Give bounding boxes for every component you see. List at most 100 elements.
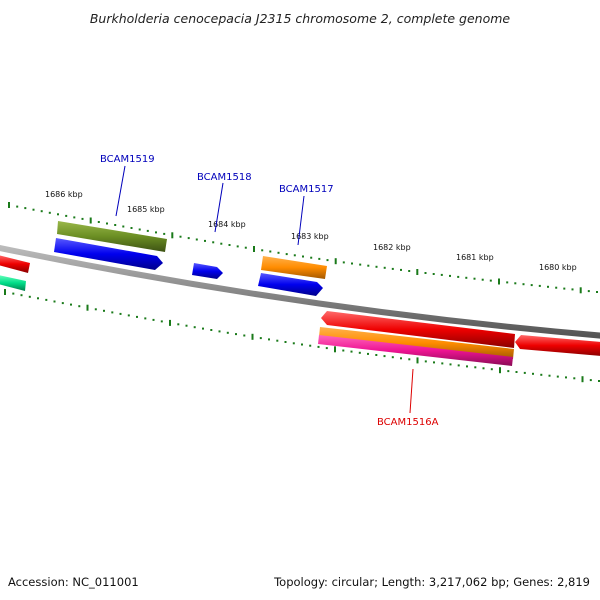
outer-ruler-tick: [106, 222, 108, 225]
gene-red-right-edge[interactable]: [515, 335, 600, 356]
inner-ruler-tick: [375, 354, 378, 356]
inner-ruler-tick: [276, 339, 279, 342]
callout-line-bcam1517: [297, 195, 305, 246]
inner-ruler-tick: [449, 363, 452, 366]
inner-ruler-tick: [4, 289, 6, 295]
outer-ruler-tick: [514, 282, 517, 285]
inner-ruler-tick: [243, 334, 246, 337]
inner-ruler-tick: [152, 318, 155, 321]
gene-teal-left-edge[interactable]: [0, 275, 26, 291]
inner-ruler-tick: [284, 341, 287, 343]
outer-ruler-tick: [40, 210, 43, 213]
ruler-label-1681: 1681 kbp: [456, 253, 494, 262]
outer-ruler-tick: [179, 235, 182, 238]
outer-ruler-tick: [228, 244, 231, 246]
inner-ruler-tick: [589, 379, 592, 382]
inner-ruler-tick: [573, 377, 576, 380]
gene-label-bcam1518[interactable]: BCAM1518: [197, 172, 252, 183]
outer-ruler-tick: [481, 278, 484, 281]
outer-ruler-tick: [440, 273, 443, 276]
outer-ruler-tick: [432, 273, 435, 275]
outer-ruler-tick: [212, 241, 215, 244]
gene-blue-bcam1518[interactable]: [192, 263, 223, 279]
outer-ruler-tick: [253, 246, 255, 252]
outer-ruler-tick: [310, 256, 313, 259]
outer-ruler-tick: [449, 274, 451, 277]
gene-label-bcam1516a[interactable]: BCAM1516A: [377, 417, 439, 428]
outer-ruler-tick: [32, 208, 35, 211]
outer-ruler-tick: [236, 245, 239, 248]
outer-ruler-tick: [155, 231, 157, 234]
inner-ruler-tick: [28, 295, 31, 298]
ruler-label-1683: 1683 kbp: [291, 232, 329, 241]
gene-magenta-lower[interactable]: [318, 335, 513, 366]
outer-ruler-tick: [138, 228, 141, 231]
outer-ruler-tick: [302, 255, 304, 258]
inner-ruler-tick: [515, 371, 518, 373]
outer-ruler-tick: [498, 278, 500, 285]
outer-ruler-tick: [269, 250, 272, 253]
inner-ruler-tick: [424, 360, 427, 363]
inner-ruler-tick: [218, 330, 221, 333]
inner-ruler-tick: [144, 317, 147, 320]
inner-ruler-tick: [482, 367, 485, 370]
inner-ruler-tick: [598, 380, 600, 382]
ruler-label-1685: 1685 kbp: [127, 205, 165, 214]
inner-ruler-tick: [383, 355, 386, 358]
outer-ruler-tick: [146, 229, 149, 232]
gene-blue-bcam1517[interactable]: [258, 273, 323, 296]
outer-ruler-tick: [351, 262, 353, 265]
inner-ruler-tick: [400, 357, 402, 360]
outer-ruler-tick: [579, 287, 582, 294]
inner-ruler-tick: [259, 337, 262, 340]
inner-ruler-tick: [499, 367, 501, 374]
outer-ruler-tick: [473, 277, 476, 280]
gene-red-bcam1516a[interactable]: [321, 311, 515, 348]
inner-ruler-tick: [433, 361, 435, 364]
ruler-label-1680: 1680 kbp: [539, 263, 577, 272]
outer-ruler-tick: [114, 224, 117, 226]
gene-label-bcam1517[interactable]: BCAM1517: [279, 184, 334, 195]
outer-ruler-tick: [89, 217, 92, 224]
gene-blue-bcam1519[interactable]: [54, 238, 163, 270]
inner-ruler-tick: [317, 345, 320, 348]
outer-ruler-tick: [277, 251, 280, 254]
outer-ruler-tick: [8, 202, 10, 208]
outer-ruler-tick: [538, 284, 541, 287]
outer-ruler-tick: [326, 259, 329, 262]
outer-ruler-tick: [391, 267, 394, 270]
inner-ruler-tick: [94, 308, 97, 311]
outer-ruler-tick: [547, 285, 549, 288]
outer-ruler-tick: [293, 254, 296, 257]
inner-ruler-tick: [292, 342, 295, 345]
inner-ruler-tick: [12, 292, 15, 295]
outer-ruler-tick: [424, 272, 427, 274]
ruler-label-1682: 1682 kbp: [373, 243, 411, 252]
inner-ruler-tick: [416, 357, 419, 364]
gene-red-left-edge[interactable]: [0, 255, 30, 273]
inner-ruler-ticks: [4, 289, 600, 383]
callout-line-bcam1518: [214, 182, 224, 233]
outer-ruler-tick: [57, 213, 59, 216]
inner-ruler-tick: [391, 356, 394, 359]
ruler-label-1686: 1686 kbp: [45, 190, 83, 199]
outer-ruler-tick: [122, 225, 125, 228]
summary-text: Topology: circular; Length: 3,217,062 bp…: [273, 575, 590, 589]
inner-ruler-tick: [177, 323, 180, 326]
outer-ruler-tick: [563, 287, 566, 290]
gene-orange-lower[interactable]: [319, 327, 514, 359]
outer-ruler-tick: [130, 227, 133, 229]
inner-ruler-tick: [61, 302, 64, 305]
gene-label-bcam1519[interactable]: BCAM1519: [100, 154, 155, 165]
inner-ruler-tick: [441, 362, 444, 365]
gene-orange-bcam1517[interactable]: [261, 256, 327, 279]
gene-green-bcam1519[interactable]: [57, 221, 167, 252]
outer-ruler-tick: [97, 221, 100, 223]
outer-ruler-tick: [163, 232, 166, 235]
outer-ruler-tick: [187, 237, 190, 240]
inner-ruler-tick: [119, 312, 122, 315]
inner-ruler-tick: [490, 368, 493, 371]
inner-ruler-tick: [20, 294, 23, 297]
ruler-label-1684: 1684 kbp: [208, 220, 246, 229]
outer-ruler-tick: [65, 214, 68, 217]
